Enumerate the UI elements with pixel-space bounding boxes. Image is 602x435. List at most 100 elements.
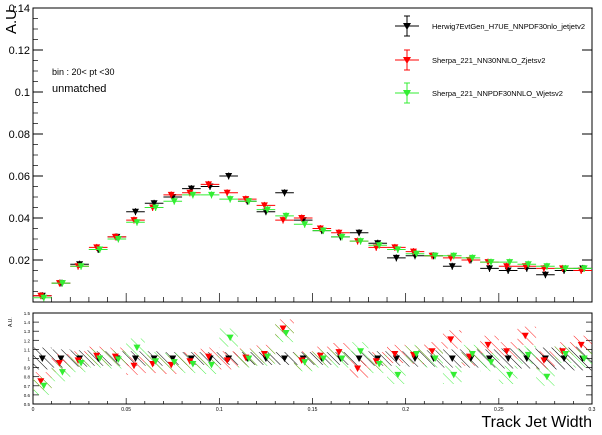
main-frame bbox=[32, 7, 593, 303]
ratio-point bbox=[58, 369, 66, 376]
main-panel: 0.02 0.04 0.06 0.08 0.1 0.12 0.14A.U. bin : 20<… bbox=[3, 3, 593, 303]
main-point bbox=[256, 206, 276, 214]
ratio-x-tick-label: 0.05 bbox=[121, 407, 131, 413]
marker bbox=[170, 198, 178, 205]
main-point bbox=[219, 172, 238, 180]
x-axis-title: Track Jet Width bbox=[481, 414, 592, 431]
ratio-marker bbox=[263, 353, 271, 361]
main-point bbox=[312, 227, 332, 235]
ratio-marker bbox=[279, 325, 287, 332]
marker bbox=[355, 229, 363, 237]
ratio-marker bbox=[448, 355, 456, 362]
marker bbox=[319, 227, 327, 235]
marker bbox=[223, 189, 231, 197]
main-point bbox=[349, 229, 369, 237]
ratio-marker bbox=[577, 341, 585, 349]
marker bbox=[281, 189, 289, 197]
main-point bbox=[498, 267, 518, 274]
ratio-marker bbox=[133, 344, 141, 352]
ratio-point bbox=[504, 355, 512, 362]
main-point bbox=[163, 191, 183, 199]
ratio-point bbox=[301, 359, 309, 366]
ratio-point bbox=[487, 359, 495, 366]
marker bbox=[357, 238, 365, 245]
ratio-marker bbox=[57, 355, 65, 362]
legend-marker bbox=[403, 90, 411, 97]
ratio-marker bbox=[521, 332, 529, 340]
marker bbox=[77, 263, 85, 270]
main-point bbox=[200, 191, 220, 199]
ratio-point bbox=[226, 334, 234, 342]
ratio-marker bbox=[543, 373, 551, 381]
ratio-point bbox=[447, 336, 455, 343]
ratio-y-tick-label: 1.3 bbox=[24, 329, 31, 334]
ratio-marker bbox=[208, 361, 216, 369]
ratio-marker bbox=[38, 355, 46, 362]
legend-entry: Sherpa_221_NNPDF30NNLO_Wjetsv2 bbox=[395, 82, 563, 104]
ratio-marker bbox=[375, 360, 383, 368]
ratio-point bbox=[450, 371, 458, 379]
ratio-marker bbox=[281, 355, 289, 362]
ratio-point bbox=[391, 350, 399, 358]
ratio-marker bbox=[37, 378, 45, 385]
ratio-marker bbox=[355, 355, 363, 362]
main-point bbox=[387, 246, 406, 253]
ratio-x-tick-label: 0.1 bbox=[216, 407, 223, 413]
ratio-marker bbox=[412, 350, 420, 358]
marker bbox=[245, 198, 253, 205]
main-point bbox=[331, 229, 350, 237]
ratio-point bbox=[169, 355, 177, 362]
ratio-point bbox=[580, 355, 588, 362]
marker bbox=[40, 294, 48, 302]
ratio-marker bbox=[504, 355, 512, 362]
ratio-point bbox=[335, 349, 343, 356]
ratio-marker bbox=[245, 355, 253, 362]
main-point bbox=[219, 195, 238, 203]
ratio-point bbox=[114, 356, 122, 363]
ratio-point bbox=[503, 348, 511, 355]
ratio-point bbox=[428, 348, 436, 355]
main-point bbox=[33, 294, 52, 302]
legend-label: Sherpa_221_NN30NNLO_Zjetsv2 bbox=[432, 56, 545, 65]
ratio-point bbox=[392, 355, 400, 362]
ratio-marker bbox=[131, 355, 139, 362]
ratio-marker bbox=[96, 355, 104, 362]
ratio-marker bbox=[335, 349, 343, 356]
ratio-point bbox=[130, 362, 138, 370]
ratio-point bbox=[319, 355, 327, 362]
ratio-point bbox=[338, 355, 346, 362]
y-tick-label: 0.06 bbox=[9, 171, 30, 183]
main-point bbox=[442, 252, 462, 260]
marker bbox=[392, 254, 400, 262]
ratio-marker bbox=[487, 359, 495, 366]
ratio-x-tick-label: 0.15 bbox=[308, 407, 318, 413]
ratio-point bbox=[77, 360, 85, 367]
ratio-marker bbox=[431, 355, 439, 362]
y-tick-label: 0.1 bbox=[15, 87, 30, 99]
ratio-point bbox=[133, 344, 141, 352]
legend: Herwig7EvtGen_H7UE_NNPDF30nlo_jetjetv2 Sh… bbox=[395, 15, 585, 104]
ratio-point bbox=[562, 350, 570, 358]
ratio-marker bbox=[319, 355, 327, 362]
ratio-point bbox=[540, 357, 548, 364]
ratio-point bbox=[465, 353, 473, 361]
main-point bbox=[387, 254, 406, 262]
main-point bbox=[126, 208, 145, 216]
main-point bbox=[480, 264, 499, 272]
ratio-point bbox=[281, 355, 289, 362]
ratio-marker bbox=[465, 353, 473, 361]
marker bbox=[487, 259, 495, 266]
main-point bbox=[237, 197, 257, 205]
marker bbox=[189, 191, 197, 199]
marker bbox=[580, 265, 588, 272]
ratio-point bbox=[152, 358, 160, 365]
ratio-marker bbox=[392, 355, 400, 362]
legend-marker bbox=[403, 23, 411, 30]
main-point bbox=[163, 197, 183, 205]
marker bbox=[96, 246, 104, 253]
ratio-marker bbox=[428, 348, 436, 355]
ratio-marker bbox=[450, 371, 458, 379]
ratio-point bbox=[282, 330, 290, 337]
legend-entry: Herwig7EvtGen_H7UE_NNPDF30nlo_jetjetv2 bbox=[395, 15, 585, 37]
ratio-marker bbox=[560, 355, 568, 362]
